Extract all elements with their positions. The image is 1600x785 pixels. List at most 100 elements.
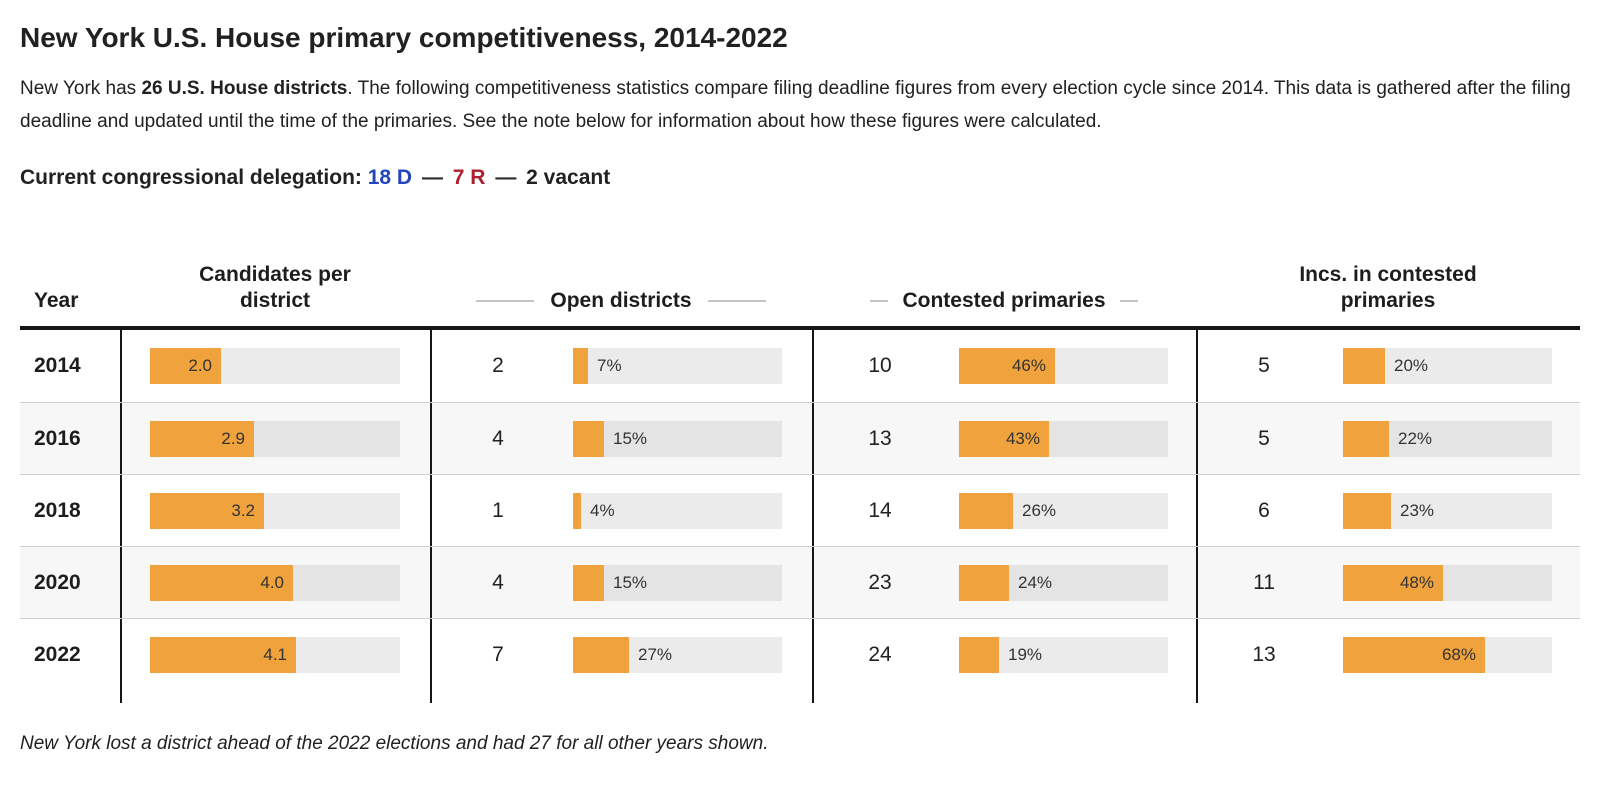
- bar-track: 3.2: [150, 492, 400, 529]
- bar-track: 68%: [1343, 636, 1552, 673]
- column-divider: [430, 690, 812, 703]
- delegation-vacant: 2 vacant: [526, 166, 611, 189]
- bar-fill: 4.1: [150, 636, 296, 673]
- column-divider: [812, 690, 1196, 703]
- open-districts-cell: 4 15%: [430, 547, 812, 618]
- bar-label: 2.9: [221, 428, 245, 448]
- column-header-open-label: Open districts: [550, 289, 692, 312]
- count-value: 4: [492, 426, 504, 450]
- bar-label: 7%: [597, 356, 622, 375]
- open-districts-cell: 4 15%: [430, 403, 812, 474]
- bar-label: 68%: [1441, 644, 1476, 664]
- delegation-republicans: 7 R: [452, 166, 486, 189]
- bar-label: 4%: [590, 500, 615, 520]
- bar-label: 3.2: [231, 500, 255, 520]
- bar-label: 48%: [1399, 572, 1434, 592]
- year-cell: 2016: [34, 426, 81, 450]
- page-title: New York U.S. House primary competitiven…: [20, 22, 788, 53]
- column-divider: [120, 690, 430, 703]
- count-value: 23: [868, 570, 892, 594]
- count-value: 13: [1252, 642, 1276, 666]
- bar-fill: 3.2: [150, 492, 264, 529]
- bar-track: 19%: [959, 636, 1168, 673]
- table-bottom-spacer: [20, 690, 1580, 703]
- bar-fill: [573, 348, 588, 384]
- bar-track: 4.1: [150, 636, 400, 673]
- delegation-line: Current congressional delegation: 18 D —…: [20, 166, 1580, 190]
- bar-label: 15%: [613, 572, 648, 592]
- bar-track: 15%: [573, 420, 782, 457]
- bar-fill: [573, 492, 581, 529]
- delegation-dash: —: [421, 166, 443, 189]
- bar-label: 15%: [613, 428, 648, 448]
- footnote: New York lost a district ahead of the 20…: [20, 733, 769, 754]
- header-dash: [707, 300, 766, 302]
- delegation-dash: —: [495, 166, 517, 189]
- intro-text-pre: New York has: [20, 78, 142, 99]
- count-value: 7: [492, 642, 504, 666]
- table-row: 2022 4.1 7 27% 24 19% 13 68%: [20, 618, 1580, 690]
- bar-track: 2.9: [150, 420, 400, 457]
- incs-contested-cell: 11 48%: [1196, 547, 1580, 618]
- bar-fill: [959, 636, 999, 673]
- header-dash: [1119, 300, 1138, 302]
- intro-text-post: . The following competitiveness statisti…: [20, 78, 1571, 132]
- column-header-open: Open districts: [430, 288, 812, 314]
- column-header-incs: Incs. in contested primaries: [1196, 262, 1580, 314]
- bar-track: 4.0: [150, 564, 400, 601]
- table-header-row: Year Candidates per district Open distri…: [20, 236, 1580, 330]
- bar-fill: 4.0: [150, 564, 293, 601]
- bar-track: 2.0: [150, 348, 400, 384]
- header-dash: [476, 300, 535, 302]
- bar-label: 2.0: [188, 356, 212, 375]
- table-body: 2014 2.0 2 7% 10 46% 5 20% 2016 2.9 4 15% 13 43% 5 22% 2…: [20, 330, 1580, 690]
- bar-label: 22%: [1398, 428, 1433, 448]
- column-header-year: Year: [34, 289, 79, 312]
- year-cell: 2014: [34, 354, 81, 377]
- year-cell: 2022: [34, 642, 81, 666]
- table-row: 2016 2.9 4 15% 13 43% 5 22%: [20, 402, 1580, 474]
- bar-label: 46%: [1011, 356, 1046, 375]
- table-row: 2018 3.2 1 4% 14 26% 6 23%: [20, 474, 1580, 546]
- count-value: 6: [1258, 498, 1270, 522]
- count-value: 5: [1258, 426, 1270, 450]
- contested-primaries-cell: 23 24%: [812, 547, 1196, 618]
- candidates-bar-cell: 2.9: [120, 403, 430, 474]
- year-cell: 2018: [34, 498, 81, 522]
- bar-track: 48%: [1343, 564, 1552, 601]
- bar-track: 15%: [573, 564, 782, 601]
- bar-fill: 68%: [1343, 636, 1485, 673]
- year-cell: 2020: [34, 570, 81, 594]
- count-value: 11: [1253, 570, 1275, 594]
- count-value: 4: [492, 570, 504, 594]
- delegation-democrats: 18 D: [367, 166, 413, 189]
- count-value: 24: [868, 642, 892, 666]
- bar-fill: 46%: [959, 348, 1055, 384]
- candidates-bar-cell: 2.0: [120, 330, 430, 402]
- column-header-incs-label: Incs. in contested primaries: [1299, 263, 1477, 312]
- bar-label: 19%: [1008, 644, 1043, 664]
- table-row: 2020 4.0 4 15% 23 24% 11 48%: [20, 546, 1580, 618]
- bar-fill: [1343, 492, 1391, 529]
- delegation-label: Current congressional delegation:: [20, 166, 362, 189]
- column-header-contested: Contested primaries: [812, 288, 1196, 314]
- bar-fill: [573, 636, 629, 673]
- column-header-contested-label: Contested primaries: [902, 289, 1106, 312]
- bar-fill: [959, 564, 1009, 601]
- bar-track: 24%: [959, 564, 1168, 601]
- bar-track: 43%: [959, 420, 1168, 457]
- incs-contested-cell: 6 23%: [1196, 475, 1580, 546]
- bar-track: 20%: [1343, 348, 1552, 384]
- open-districts-cell: 7 27%: [430, 619, 812, 690]
- column-header-candidates: Candidates per district: [120, 262, 430, 314]
- column-header-candidates-label: Candidates per district: [199, 263, 351, 312]
- contested-primaries-cell: 24 19%: [812, 619, 1196, 690]
- candidates-bar-cell: 4.0: [120, 547, 430, 618]
- count-value: 13: [868, 426, 892, 450]
- count-value: 10: [868, 354, 892, 377]
- column-divider: [1196, 690, 1580, 703]
- bar-track: 7%: [573, 348, 782, 384]
- header-dash: [870, 300, 889, 302]
- incs-contested-cell: 5 22%: [1196, 403, 1580, 474]
